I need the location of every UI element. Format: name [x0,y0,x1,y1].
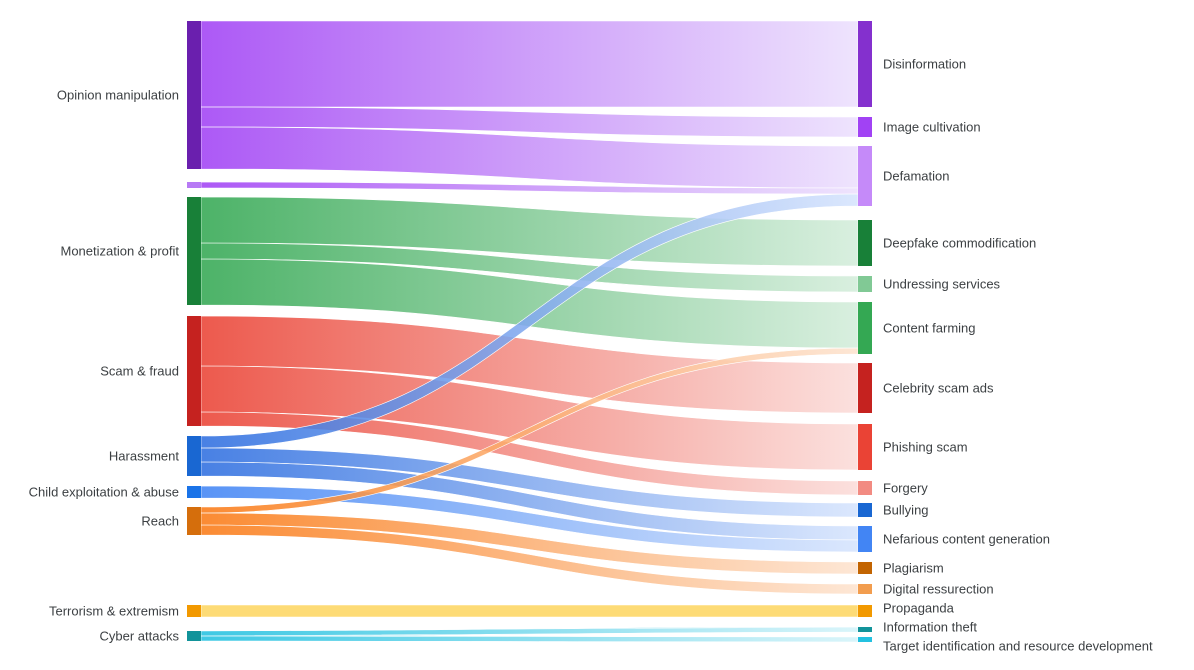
target-node-deepfake[interactable] [858,220,872,266]
target-node-nefarious[interactable] [858,526,872,552]
target-label-forgery: Forgery [883,481,928,496]
nodes-layer [187,21,872,642]
source-label-scam: Scam & fraud [100,364,179,379]
target-label-plagiarism: Plagiarism [883,561,944,576]
target-node-phishing[interactable] [858,424,872,470]
source-label-harassment: Harassment [109,449,179,464]
target-node-image[interactable] [858,117,872,137]
target-label-phishing: Phishing scam [883,440,968,455]
source-node-harassment[interactable] [187,436,201,476]
link-cyber-to-targetid[interactable] [200,635,859,643]
link-terrorism-to-propaganda[interactable] [200,604,859,618]
source-node-opinion2[interactable] [187,182,201,188]
labels-layer: Opinion manipulation Monetization & profi… [29,57,1153,654]
source-node-terrorism[interactable] [187,605,201,617]
target-node-targetid[interactable] [858,637,872,642]
target-label-nefarious: Nefarious content generation [883,532,1050,547]
target-node-digital[interactable] [858,584,872,594]
target-label-celebrity: Celebrity scam ads [883,381,994,396]
target-node-celebrity[interactable] [858,363,872,413]
target-label-targetid: Target identification and resource devel… [883,638,1153,653]
target-node-undressing[interactable] [858,276,872,292]
target-label-deepfake: Deepfake commodification [883,236,1036,251]
target-node-contentfarming[interactable] [858,302,872,354]
source-label-monetization: Monetization & profit [60,244,179,259]
target-label-bullying: Bullying [883,503,929,518]
source-label-child: Child exploitation & abuse [29,485,179,500]
source-node-opinion[interactable] [187,21,201,169]
target-label-contentfarming: Content farming [883,321,976,336]
target-label-undressing: Undressing services [883,277,1001,292]
source-node-reach[interactable] [187,507,201,535]
target-node-forgery[interactable] [858,481,872,495]
target-node-disinformation[interactable] [858,21,872,107]
links-layer [200,20,859,643]
target-label-digital: Digital ressurection [883,581,994,596]
source-node-scam[interactable] [187,316,201,426]
source-label-reach: Reach [141,514,179,529]
target-label-propaganda: Propaganda [883,600,955,615]
source-label-terrorism: Terrorism & extremism [49,604,179,619]
target-node-infotheft[interactable] [858,627,872,632]
source-label-opinion: Opinion manipulation [57,88,179,103]
source-node-monetization[interactable] [187,197,201,305]
target-node-defamation[interactable] [858,146,872,206]
target-node-bullying[interactable] [858,503,872,517]
target-node-propaganda[interactable] [858,605,872,617]
target-label-defamation: Defamation [883,169,949,184]
source-node-cyber[interactable] [187,631,201,641]
link-opinion-to-disinformation[interactable] [200,20,859,108]
target-node-plagiarism[interactable] [858,562,872,574]
source-node-child[interactable] [187,486,201,498]
target-label-disinformation: Disinformation [883,57,966,72]
target-label-image: Image cultivation [883,120,981,135]
source-label-cyber: Cyber attacks [100,629,180,644]
target-label-infotheft: Information theft [883,619,977,634]
link-cyber-to-infotheft[interactable] [200,626,859,637]
